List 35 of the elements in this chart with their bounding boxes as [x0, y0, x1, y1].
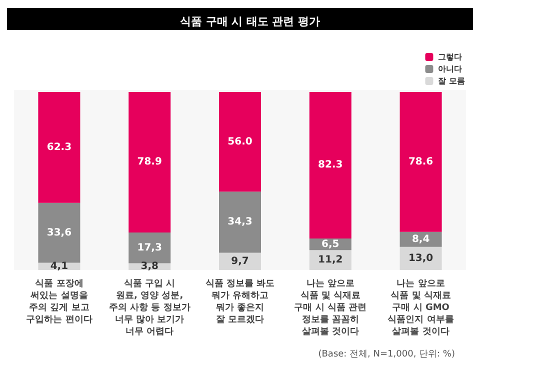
- bar: [309, 250, 352, 270]
- data-label: 62.3: [46, 142, 72, 153]
- bar: [38, 202, 80, 263]
- legend-label: 잘 모름: [438, 76, 466, 86]
- data-label: 13,0: [408, 252, 434, 264]
- data-label: 78.9: [137, 156, 162, 168]
- x-tick-label: 나는 앞으로 식품 및 식재료 구매 시 식품 관련 정보를 꼼꼼히 살펴볼 것이다: [294, 279, 367, 337]
- data-label: 33,6: [46, 227, 72, 238]
- bar: [219, 92, 261, 192]
- data-label: 4,1: [50, 260, 68, 272]
- data-label: 17,3: [137, 242, 162, 254]
- bar: [38, 92, 80, 203]
- bar: [219, 192, 261, 253]
- data-label: 34,3: [228, 216, 252, 228]
- data-label: 82.3: [318, 160, 343, 171]
- data-label: 3,8: [140, 261, 158, 272]
- text: (Base: 전체, N=1,000, 단위: %): [318, 350, 456, 360]
- data-label: 11,2: [318, 254, 343, 266]
- bar: [128, 92, 171, 232]
- data-label: 56.0: [228, 136, 252, 148]
- data-label: 9,7: [231, 256, 249, 267]
- data-label: 78.6: [408, 156, 434, 168]
- x-tick-label: 식품 구입 시 원료, 영양 성분, 주의 사항 등 정보가 너무 많아 보기가 너무 어렵다: [108, 279, 190, 337]
- chart-title: 식품 구매 시 태도 관련 평가: [180, 15, 320, 28]
- bar: [128, 232, 171, 264]
- bar: [219, 252, 261, 270]
- legend-label: 그렇다: [438, 52, 462, 62]
- legend-label: 아니다: [438, 64, 462, 74]
- data-label: 6,5: [322, 238, 340, 250]
- bar: [400, 92, 442, 232]
- x-tick-label: 식품 정보를 봐도 뭐가 유해하고 뭐가 좋은지 잘 모르겠다: [205, 279, 275, 325]
- x-tick-label: 식품 포장에 써있는 설명을 주의 깊게 보고 구입하는 편이다: [26, 279, 92, 325]
- x-tick-label: 나는 앞으로 식품 및 식재료 구매 시 GMO 식품인지 여부를 살펴볼 것이다: [388, 279, 454, 337]
- data-label: 8,4: [412, 234, 430, 245]
- bar: [309, 92, 352, 238]
